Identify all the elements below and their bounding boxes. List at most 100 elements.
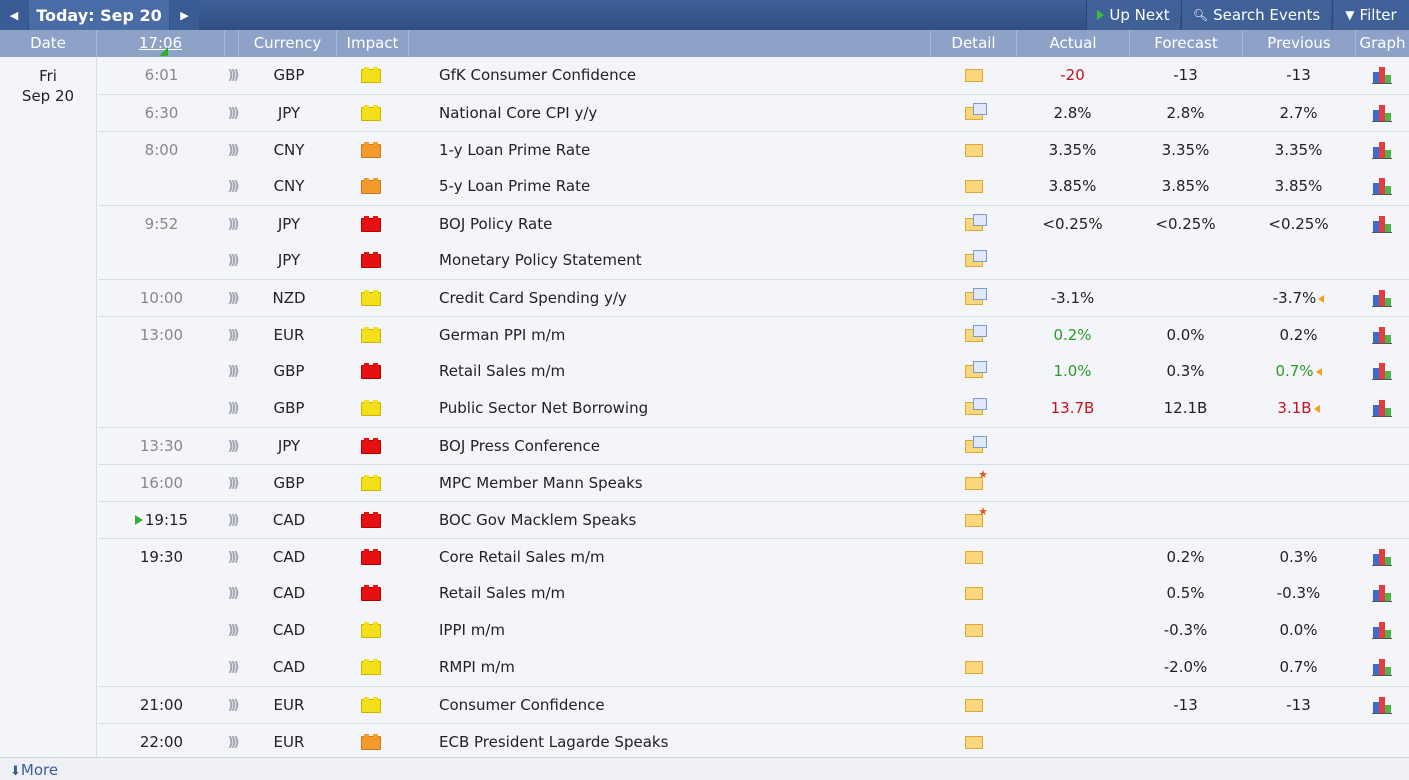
- impact-high-icon[interactable]: [361, 362, 381, 379]
- impact-low-icon[interactable]: [361, 696, 381, 713]
- sound-alert-icon[interactable]: ))): [227, 253, 240, 268]
- detail-cell[interactable]: [932, 168, 1016, 205]
- folder-icon[interactable]: [965, 587, 983, 600]
- graph-cell[interactable]: [1355, 317, 1409, 354]
- folder-document-icon[interactable]: [965, 325, 987, 342]
- impact-low-icon[interactable]: [361, 658, 381, 675]
- graph-cell[interactable]: [1355, 168, 1409, 205]
- sound-alert-icon[interactable]: ))): [227, 476, 240, 491]
- event-row[interactable]: ))) CAD Retail Sales m/m 0.5% -0.3%: [98, 575, 1409, 612]
- event-title[interactable]: Retail Sales m/m: [439, 584, 566, 602]
- detail-cell[interactable]: [932, 687, 1016, 724]
- folder-document-icon[interactable]: [965, 361, 987, 378]
- detail-cell[interactable]: [932, 317, 1016, 354]
- folder-document-icon[interactable]: [965, 288, 987, 305]
- sound-alert-icon[interactable]: ))): [227, 550, 240, 565]
- folder-icon[interactable]: [965, 144, 983, 157]
- event-row[interactable]: 6:30))) JPY National Core CPI y/y 2.8% 2.8% 2…: [98, 94, 1409, 131]
- folder-icon[interactable]: [965, 551, 983, 564]
- graph-cell[interactable]: [1355, 687, 1409, 724]
- folder-document-icon[interactable]: [965, 214, 987, 231]
- impact-medium-icon[interactable]: [361, 141, 381, 158]
- event-title[interactable]: German PPI m/m: [439, 326, 566, 344]
- event-title[interactable]: MPC Member Mann Speaks: [439, 474, 643, 492]
- sound-alert-icon[interactable]: ))): [227, 586, 240, 601]
- folder-icon[interactable]: [965, 69, 983, 82]
- event-title[interactable]: GfK Consumer Confidence: [439, 66, 637, 84]
- bar-chart-icon[interactable]: [1372, 141, 1392, 159]
- revised-indicator-icon[interactable]: [1313, 404, 1320, 413]
- event-row[interactable]: ))) CAD IPPI m/m -0.3% 0.0%: [98, 612, 1409, 649]
- detail-cell[interactable]: [932, 280, 1016, 317]
- folder-star-icon[interactable]: [965, 469, 988, 490]
- impact-high-icon[interactable]: [361, 437, 381, 454]
- event-title[interactable]: ECB President Lagarde Speaks: [439, 733, 669, 751]
- graph-cell[interactable]: [1355, 280, 1409, 317]
- event-row[interactable]: 9:52))) JPY BOJ Policy Rate <0.25% <0.25% <0.…: [98, 205, 1409, 242]
- sound-alert-icon[interactable]: ))): [227, 660, 240, 675]
- folder-icon[interactable]: [965, 624, 983, 637]
- folder-document-icon[interactable]: [965, 436, 987, 453]
- detail-cell[interactable]: [932, 353, 1016, 390]
- next-day-button[interactable]: ▶: [170, 0, 199, 30]
- event-row[interactable]: ))) GBP Public Sector Net Borrowing 13.7B 12…: [98, 390, 1409, 427]
- bar-chart-icon[interactable]: [1372, 289, 1392, 307]
- bar-chart-icon[interactable]: [1372, 177, 1392, 195]
- impact-low-icon[interactable]: [361, 104, 381, 121]
- impact-low-icon[interactable]: [361, 474, 381, 491]
- bar-chart-icon[interactable]: [1372, 326, 1392, 344]
- current-time-link[interactable]: 17:06: [138, 34, 183, 52]
- impact-low-icon[interactable]: [361, 621, 381, 638]
- sound-alert-icon[interactable]: ))): [227, 439, 240, 454]
- detail-cell[interactable]: [932, 575, 1016, 612]
- graph-cell[interactable]: [1355, 95, 1409, 132]
- sound-alert-icon[interactable]: ))): [227, 401, 240, 416]
- folder-document-icon[interactable]: [965, 103, 987, 120]
- impact-low-icon[interactable]: [361, 326, 381, 343]
- impact-high-icon[interactable]: [361, 251, 381, 268]
- impact-high-icon[interactable]: [361, 584, 381, 601]
- sound-alert-icon[interactable]: ))): [227, 106, 240, 121]
- sound-alert-icon[interactable]: ))): [227, 328, 240, 343]
- detail-cell[interactable]: [932, 390, 1016, 427]
- event-row[interactable]: 19:15))) CAD BOC Gov Macklem Speaks: [98, 501, 1409, 538]
- previous-day-button[interactable]: ◀: [0, 0, 28, 30]
- graph-cell[interactable]: [1355, 206, 1409, 243]
- filter-button[interactable]: ▼ Filter: [1332, 0, 1409, 30]
- detail-cell[interactable]: [932, 724, 1016, 761]
- event-row[interactable]: 6:01))) GBP GfK Consumer Confidence -20 -13 -…: [98, 57, 1409, 94]
- detail-cell[interactable]: [932, 539, 1016, 576]
- event-title[interactable]: BOJ Policy Rate: [439, 215, 553, 233]
- sound-alert-icon[interactable]: ))): [227, 698, 240, 713]
- graph-cell[interactable]: [1355, 132, 1409, 169]
- sound-alert-icon[interactable]: ))): [227, 364, 240, 379]
- graph-cell[interactable]: [1355, 575, 1409, 612]
- folder-icon[interactable]: [965, 699, 983, 712]
- detail-cell[interactable]: [932, 242, 1016, 279]
- event-title[interactable]: Credit Card Spending y/y: [439, 289, 627, 307]
- graph-cell[interactable]: [1355, 612, 1409, 649]
- search-events-button[interactable]: 🔍︎ Search Events: [1181, 0, 1331, 30]
- event-row[interactable]: ))) GBP Retail Sales m/m 1.0% 0.3% 0.7%: [98, 353, 1409, 390]
- impact-medium-icon[interactable]: [361, 177, 381, 194]
- detail-cell[interactable]: [932, 465, 1016, 502]
- event-title[interactable]: BOJ Press Conference: [439, 437, 600, 455]
- detail-cell[interactable]: [932, 612, 1016, 649]
- event-row[interactable]: ))) JPY Monetary Policy Statement: [98, 242, 1409, 279]
- graph-cell[interactable]: [1355, 353, 1409, 390]
- bar-chart-icon[interactable]: [1372, 66, 1392, 84]
- event-title[interactable]: 1-y Loan Prime Rate: [439, 141, 591, 159]
- bar-chart-icon[interactable]: [1372, 399, 1392, 417]
- graph-cell[interactable]: [1355, 57, 1409, 94]
- graph-cell[interactable]: [1355, 390, 1409, 427]
- event-title[interactable]: Monetary Policy Statement: [439, 251, 642, 269]
- event-title[interactable]: BOC Gov Macklem Speaks: [439, 511, 637, 529]
- event-row[interactable]: ))) CAD RMPI m/m -2.0% 0.7%: [98, 649, 1409, 686]
- sound-alert-icon[interactable]: ))): [227, 68, 240, 83]
- impact-low-icon[interactable]: [361, 66, 381, 83]
- detail-cell[interactable]: [932, 95, 1016, 132]
- event-row[interactable]: 13:30))) JPY BOJ Press Conference: [98, 427, 1409, 464]
- event-title[interactable]: Public Sector Net Borrowing: [439, 399, 649, 417]
- bar-chart-icon[interactable]: [1372, 621, 1392, 639]
- sound-alert-icon[interactable]: ))): [227, 179, 240, 194]
